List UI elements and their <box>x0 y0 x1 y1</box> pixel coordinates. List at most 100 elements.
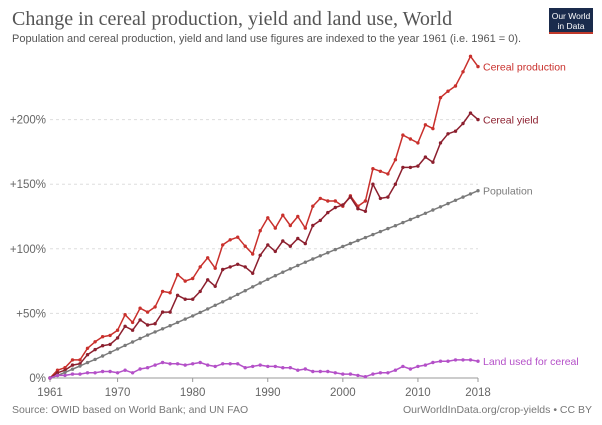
data-point-land <box>236 362 240 366</box>
source-note[interactable]: Source: OWID based on World Bank; and UN… <box>12 404 249 416</box>
data-point-land <box>318 369 322 374</box>
data-point-population <box>423 211 428 215</box>
data-point-population <box>476 189 480 193</box>
data-point-land <box>453 358 458 362</box>
data-point-production <box>55 368 60 372</box>
data-point-yield <box>318 218 322 223</box>
data-point-population <box>175 320 180 325</box>
series-line-land <box>49 359 479 379</box>
series-label-yield: Cereal yield <box>483 115 539 127</box>
data-point-land <box>288 366 292 370</box>
data-point-yield <box>168 310 172 314</box>
data-point-production <box>453 84 458 88</box>
data-point-population <box>108 350 112 355</box>
data-point-land <box>138 367 142 371</box>
data-point-yield <box>273 249 277 254</box>
y-tick-label: +200% <box>10 115 46 127</box>
data-point-production <box>191 276 195 281</box>
logo-line-1: Our World <box>551 11 591 21</box>
data-point-population <box>130 340 135 344</box>
data-point-yield <box>198 289 202 294</box>
data-point-yield <box>138 318 142 322</box>
data-point-yield <box>145 323 150 327</box>
data-point-population <box>123 343 127 348</box>
data-point-production <box>221 243 225 247</box>
data-point-land <box>123 368 127 372</box>
data-point-population <box>191 314 195 318</box>
data-point-population <box>100 354 105 358</box>
data-point-production <box>266 216 270 220</box>
data-point-land <box>311 369 315 374</box>
data-point-land <box>468 358 473 362</box>
data-point-yield <box>371 182 375 186</box>
data-point-land <box>431 360 435 365</box>
data-point-population <box>206 307 210 311</box>
data-point-population <box>213 303 217 307</box>
data-point-population <box>393 224 398 228</box>
series-label-population: Population <box>483 186 533 198</box>
data-point-production <box>333 199 337 203</box>
data-point-population <box>461 195 465 199</box>
data-point-population <box>303 260 307 264</box>
axis-layer: 0% +50% +100% +150% +200% 1961 1970 1980 1990 200… <box>10 115 491 399</box>
data-point-population <box>221 300 225 304</box>
series-line-population <box>49 190 479 379</box>
x-tick-label: 2000 <box>330 387 356 399</box>
data-point-land <box>108 369 112 374</box>
data-point-yield <box>333 205 337 210</box>
data-point-population <box>318 254 322 258</box>
data-point-production <box>236 235 240 239</box>
data-point-population <box>363 235 368 240</box>
data-point-yield <box>153 322 157 326</box>
data-point-population <box>341 244 345 249</box>
data-point-population <box>183 317 187 321</box>
data-point-production <box>70 358 75 362</box>
data-point-production <box>206 256 210 260</box>
data-point-land <box>63 373 67 378</box>
data-point-land <box>228 362 232 366</box>
data-point-yield <box>401 165 405 170</box>
data-point-land <box>48 376 52 380</box>
data-point-population <box>228 296 232 300</box>
data-point-land <box>333 371 337 375</box>
data-point-production <box>198 265 202 269</box>
data-point-population <box>85 360 90 365</box>
data-point-land <box>348 372 353 376</box>
data-point-production <box>258 229 262 233</box>
data-point-land <box>213 364 217 369</box>
data-point-yield <box>423 155 428 159</box>
data-point-land <box>438 359 443 363</box>
data-point-land <box>206 363 210 367</box>
data-point-land <box>393 368 398 372</box>
y-tick-label: +150% <box>10 179 46 191</box>
data-point-production <box>100 335 105 339</box>
data-point-population <box>266 277 270 281</box>
data-point-yield <box>476 117 480 122</box>
data-point-production <box>93 340 97 344</box>
data-point-yield <box>243 265 247 269</box>
data-point-land <box>115 371 120 375</box>
data-point-population <box>138 336 142 341</box>
data-point-population <box>311 257 315 261</box>
data-point-land <box>281 366 285 370</box>
data-point-production <box>363 199 368 203</box>
data-point-production <box>296 214 300 219</box>
data-point-land <box>243 366 247 370</box>
data-point-population <box>431 208 435 212</box>
data-point-yield <box>446 132 450 136</box>
data-point-land <box>191 362 195 366</box>
chart-title: Change in cereal production, yield and l… <box>12 8 453 30</box>
data-point-population <box>251 285 255 289</box>
data-point-production <box>318 196 322 201</box>
data-point-production <box>123 313 127 317</box>
data-point-yield <box>123 324 127 328</box>
data-point-yield <box>191 297 195 301</box>
data-point-yield <box>213 284 217 288</box>
data-point-production <box>393 158 398 162</box>
data-point-population <box>333 247 337 252</box>
license-note[interactable]: OurWorldInData.org/crop-yields • CC BY <box>402 404 592 416</box>
data-point-yield <box>258 253 262 257</box>
data-point-land <box>175 362 180 366</box>
data-point-yield <box>251 271 255 275</box>
owid-logo[interactable]: Our World in Data <box>549 8 593 34</box>
